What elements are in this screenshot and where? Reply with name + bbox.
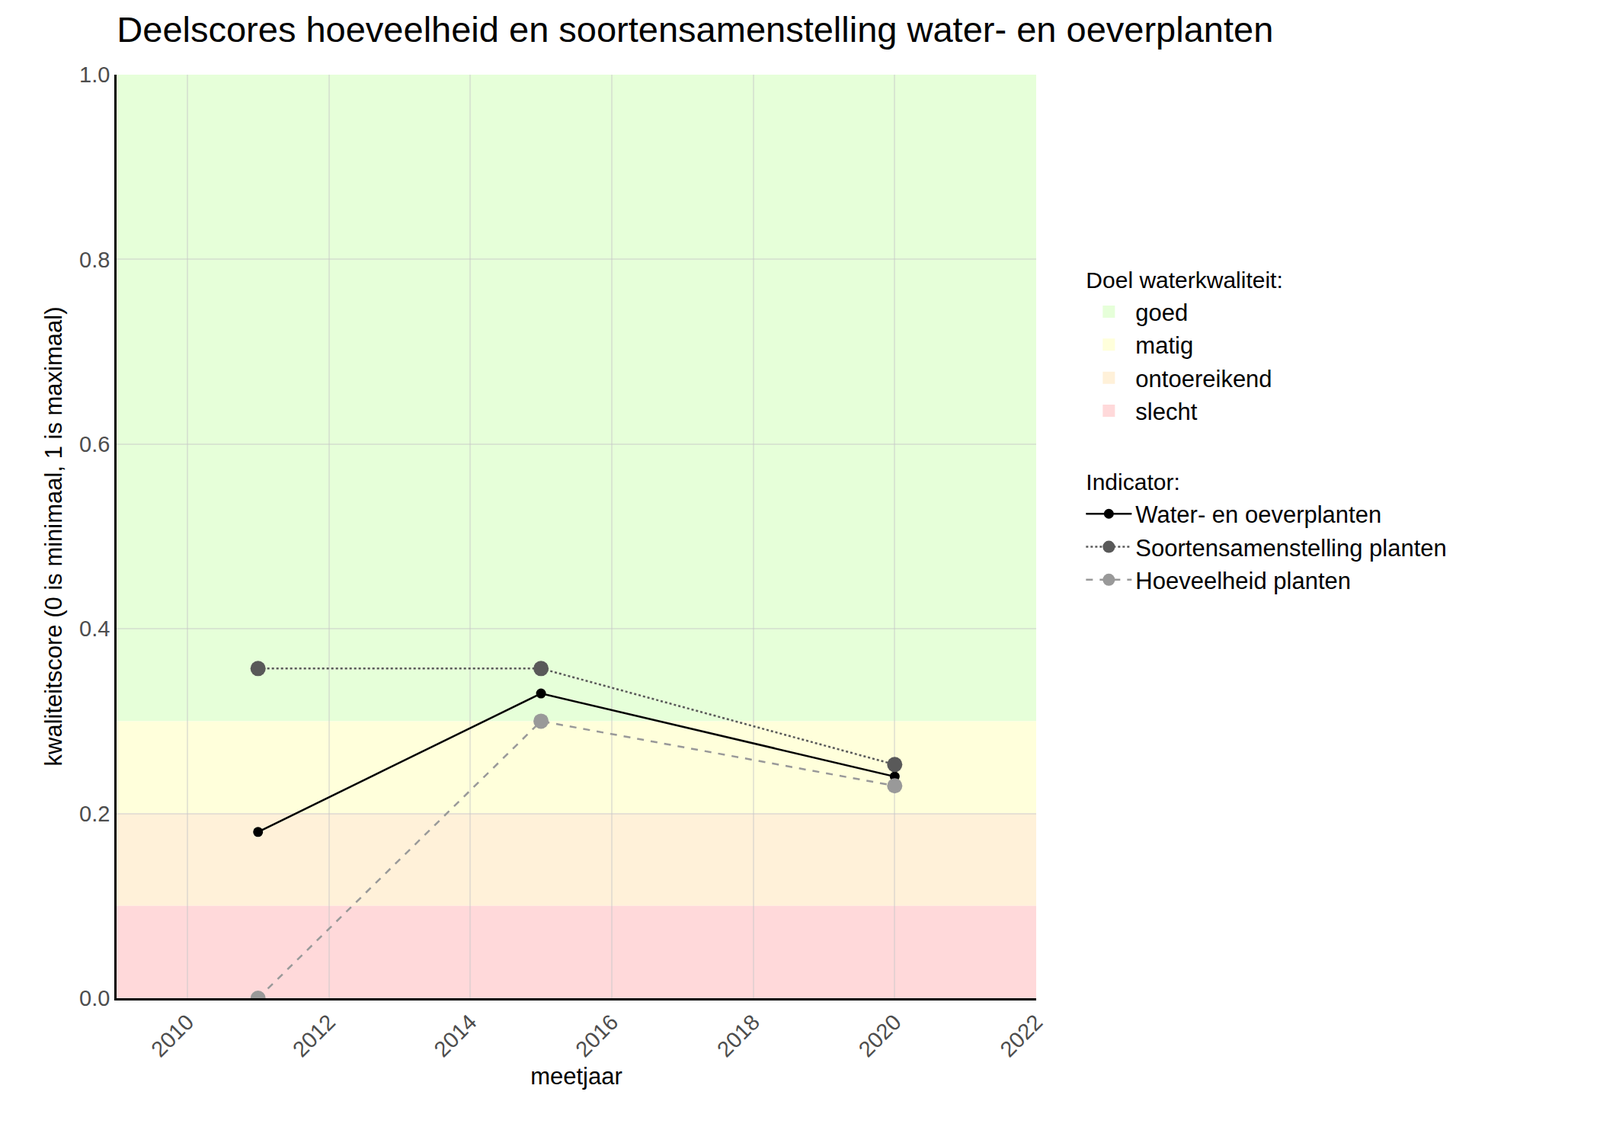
svg-text:2012: 2012 <box>288 1009 340 1062</box>
svg-text:0.8: 0.8 <box>79 247 110 272</box>
svg-text:Hoeveelheid planten: Hoeveelheid planten <box>1135 567 1351 595</box>
svg-text:2016: 2016 <box>570 1009 623 1062</box>
svg-text:goed: goed <box>1135 299 1188 327</box>
svg-text:Doel waterkwaliteit:: Doel waterkwaliteit: <box>1085 267 1283 293</box>
svg-text:Deelscores hoeveelheid en soor: Deelscores hoeveelheid en soortensamenst… <box>116 9 1274 50</box>
svg-text:Soortensamenstelling planten: Soortensamenstelling planten <box>1135 534 1447 562</box>
svg-text:ontoereikend: ontoereikend <box>1135 365 1272 393</box>
svg-text:0.6: 0.6 <box>79 432 110 457</box>
svg-text:2014: 2014 <box>428 1009 481 1062</box>
svg-text:matig: matig <box>1135 332 1194 359</box>
svg-text:2022: 2022 <box>995 1009 1047 1062</box>
svg-text:0.4: 0.4 <box>79 616 110 641</box>
svg-text:0.2: 0.2 <box>79 801 110 826</box>
svg-text:slecht: slecht <box>1135 398 1197 426</box>
svg-text:2018: 2018 <box>712 1009 765 1062</box>
svg-text:1.0: 1.0 <box>79 62 110 87</box>
svg-text:kwaliteitscore (0 is minimaal,: kwaliteitscore (0 is minimaal, 1 is maxi… <box>40 307 68 767</box>
svg-text:2020: 2020 <box>854 1009 906 1062</box>
svg-text:Water- en oeverplanten: Water- en oeverplanten <box>1135 501 1382 528</box>
svg-text:0.0: 0.0 <box>79 985 110 1011</box>
svg-text:Indicator:: Indicator: <box>1085 469 1180 495</box>
svg-text:meetjaar: meetjaar <box>530 1062 623 1090</box>
svg-text:2010: 2010 <box>146 1009 199 1062</box>
